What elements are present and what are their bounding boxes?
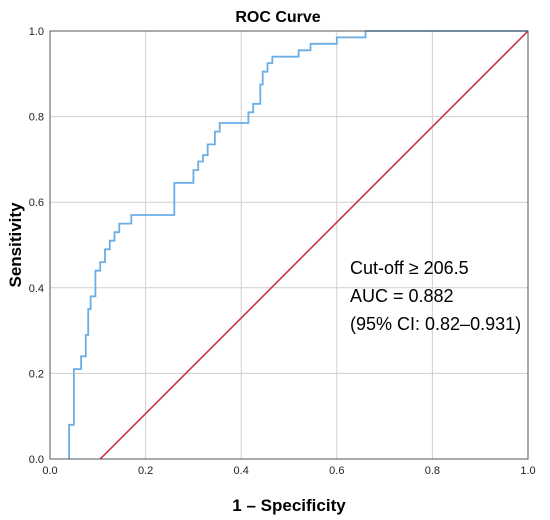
curves (68, 30, 529, 460)
chart-title: ROC Curve (235, 9, 320, 26)
reference-diagonal-line (99, 30, 529, 460)
x-tick-label: 0.8 (425, 465, 440, 477)
annotation-block: Cut-off ≥ 206.5 AUC = 0.882 (95% CI: 0.8… (350, 258, 521, 334)
tick-labels: 0.0 0.2 0.4 0.6 0.8 1.0 0.0 0.2 0.4 0.6 0.8 1.0 (29, 26, 536, 477)
y-axis-label: Sensitivity (6, 202, 25, 288)
y-tick-label: 1.0 (29, 26, 44, 38)
grid (49, 30, 529, 460)
x-tick-label: 0.0 (42, 465, 57, 477)
x-tick-label: 1.0 (520, 465, 535, 477)
x-tick-label: 0.4 (234, 465, 249, 477)
y-tick-label: 0.8 (29, 112, 44, 124)
roc-curve-line (68, 30, 528, 459)
plot-frame (49, 30, 529, 460)
y-tick-label: 0.0 (29, 454, 44, 466)
y-tick-label: 0.4 (29, 283, 44, 295)
cutoff-annotation: Cut-off ≥ 206.5 (350, 258, 469, 278)
y-tick-label: 0.6 (29, 197, 44, 209)
x-axis-label: 1 – Specificity (232, 496, 346, 515)
ci-annotation: (95% CI: 0.82–0.931) (350, 314, 521, 334)
auc-annotation: AUC = 0.882 (350, 286, 454, 306)
x-tick-label: 0.2 (138, 465, 153, 477)
x-tick-label: 0.6 (329, 465, 344, 477)
y-tick-label: 0.2 (29, 368, 44, 380)
